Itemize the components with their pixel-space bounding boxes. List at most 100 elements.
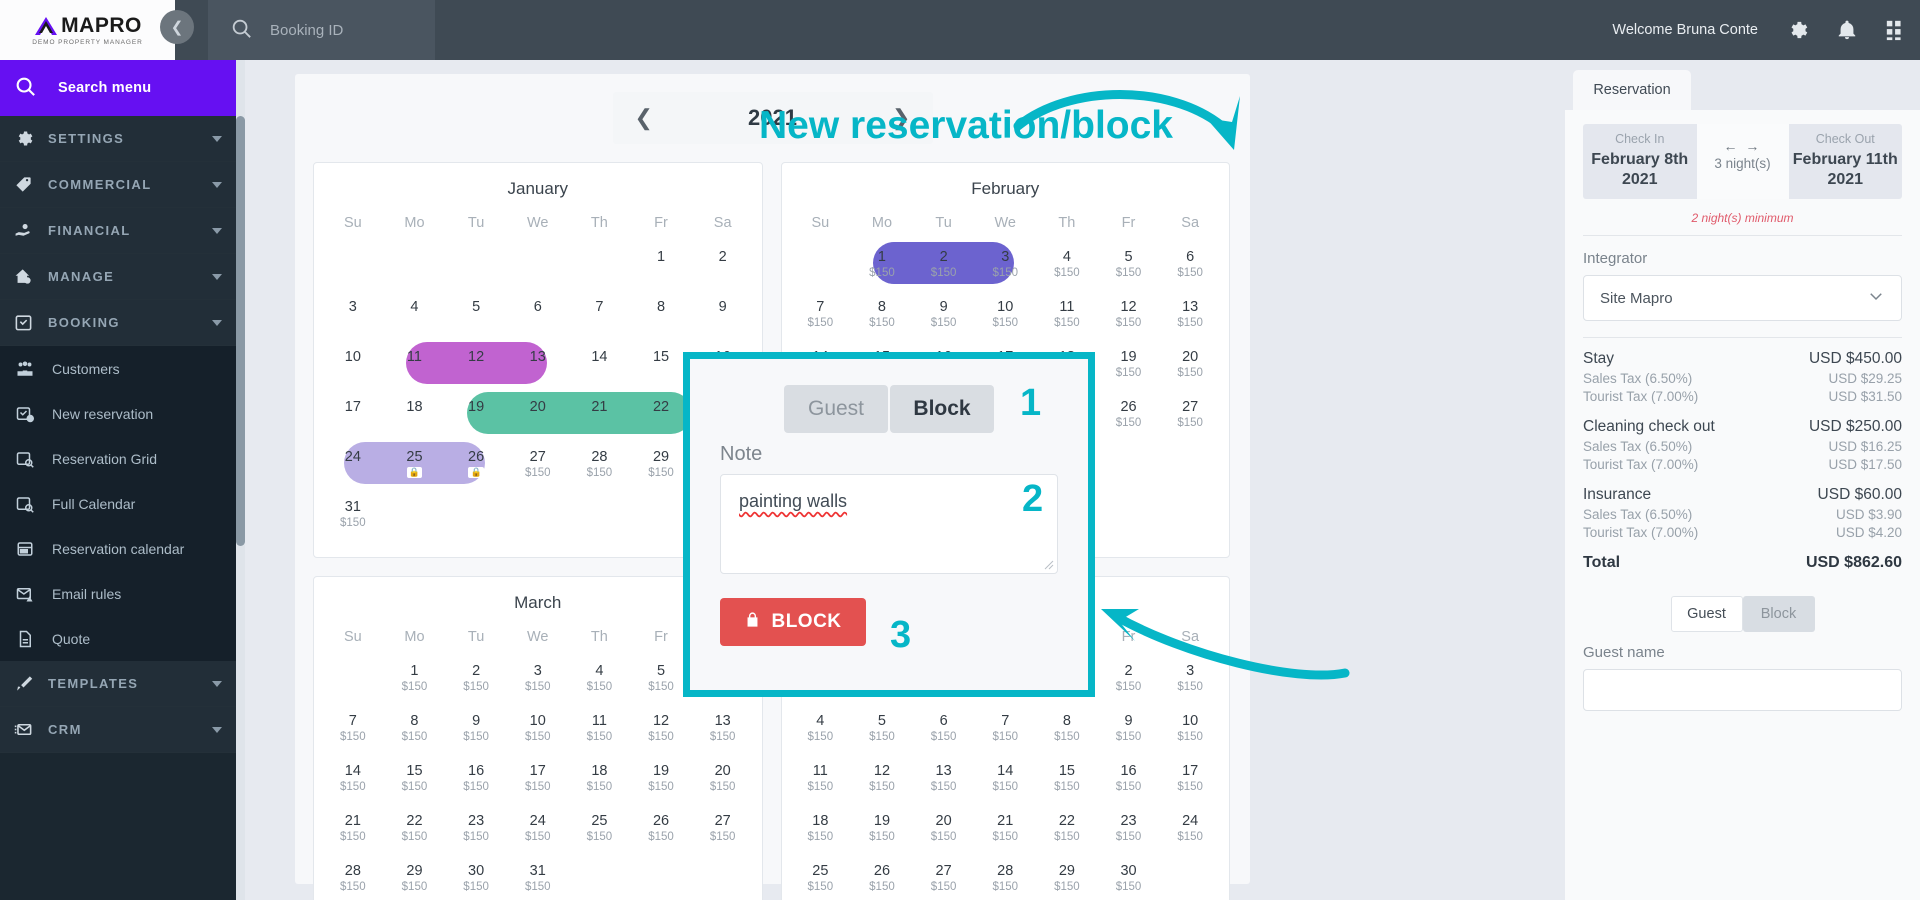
day-cell-april-7[interactable]: 7 $150 bbox=[974, 709, 1036, 759]
sidebar-item-booking[interactable]: BOOKING bbox=[0, 300, 236, 346]
day-cell-february-8[interactable]: 8 $150 bbox=[851, 295, 913, 345]
day-cell-january-3[interactable]: 3 bbox=[322, 295, 384, 345]
day-cell-april-30[interactable]: 30 $150 bbox=[1098, 859, 1160, 900]
day-cell-february-26[interactable]: 26 $150 bbox=[1098, 395, 1160, 445]
day-cell-february-27[interactable]: 27 $150 bbox=[1159, 395, 1221, 445]
day-cell-march-2[interactable]: 2 $150 bbox=[445, 659, 507, 709]
next-year-button[interactable]: ❯ bbox=[892, 105, 911, 130]
day-cell-april-17[interactable]: 17 $150 bbox=[1159, 759, 1221, 809]
day-cell-february-11[interactable]: 11 $150 bbox=[1036, 295, 1098, 345]
day-cell-march-26[interactable]: 26 $150 bbox=[630, 809, 692, 859]
day-cell-march-4[interactable]: 4 $150 bbox=[569, 659, 631, 709]
day-cell-january-6[interactable]: 6 bbox=[507, 295, 569, 345]
day-cell-march-25[interactable]: 25 $150 bbox=[569, 809, 631, 859]
sidebar-item-settings[interactable]: SETTINGS bbox=[0, 116, 236, 162]
day-cell-april-12[interactable]: 12 $150 bbox=[851, 759, 913, 809]
day-cell-january-31[interactable]: 31 $150 bbox=[322, 495, 384, 545]
day-cell-april-22[interactable]: 22 $150 bbox=[1036, 809, 1098, 859]
day-cell-january-19[interactable]: 19 bbox=[445, 395, 507, 445]
day-cell-march-5[interactable]: 5 $150 bbox=[630, 659, 692, 709]
modal-block-tab[interactable]: Block bbox=[890, 385, 994, 433]
search-input[interactable] bbox=[270, 21, 410, 39]
day-cell-january-25[interactable]: 25 🔒 bbox=[384, 445, 446, 495]
day-cell-march-23[interactable]: 23 $150 bbox=[445, 809, 507, 859]
day-cell-january-29[interactable]: 29 $150 bbox=[630, 445, 692, 495]
day-cell-april-11[interactable]: 11 $150 bbox=[790, 759, 852, 809]
day-cell-march-10[interactable]: 10 $150 bbox=[507, 709, 569, 759]
day-cell-january-18[interactable]: 18 bbox=[384, 395, 446, 445]
day-cell-march-15[interactable]: 15 $150 bbox=[384, 759, 446, 809]
day-cell-february-13[interactable]: 13 $150 bbox=[1159, 295, 1221, 345]
day-cell-february-2[interactable]: 2 $150 bbox=[913, 245, 975, 295]
day-cell-april-26[interactable]: 26 $150 bbox=[851, 859, 913, 900]
day-cell-march-13[interactable]: 13 $150 bbox=[692, 709, 754, 759]
day-cell-april-13[interactable]: 13 $150 bbox=[913, 759, 975, 809]
day-cell-april-21[interactable]: 21 $150 bbox=[974, 809, 1036, 859]
day-cell-april-16[interactable]: 16 $150 bbox=[1098, 759, 1160, 809]
day-cell-march-24[interactable]: 24 $150 bbox=[507, 809, 569, 859]
resize-grip-icon[interactable] bbox=[1044, 560, 1054, 570]
day-cell-april-10[interactable]: 10 $150 bbox=[1159, 709, 1221, 759]
day-cell-february-6[interactable]: 6 $150 bbox=[1159, 245, 1221, 295]
prev-year-button[interactable]: ❮ bbox=[634, 105, 653, 130]
sidebar-collapse-button[interactable]: ❮ bbox=[160, 10, 194, 44]
sidebar-item-reservation-calendar[interactable]: Reservation calendar bbox=[0, 526, 236, 571]
day-cell-january-27[interactable]: 27 $150 bbox=[507, 445, 569, 495]
day-cell-march-14[interactable]: 14 $150 bbox=[322, 759, 384, 809]
day-cell-january-1[interactable]: 1 bbox=[630, 245, 692, 295]
sidebar-item-quote[interactable]: Quote bbox=[0, 616, 236, 661]
day-cell-january-12[interactable]: 12 bbox=[445, 345, 507, 395]
day-cell-january-15[interactable]: 15 bbox=[630, 345, 692, 395]
day-cell-march-30[interactable]: 30 $150 bbox=[445, 859, 507, 900]
day-cell-january-7[interactable]: 7 bbox=[569, 295, 631, 345]
day-cell-april-20[interactable]: 20 $150 bbox=[913, 809, 975, 859]
day-cell-january-5[interactable]: 5 bbox=[445, 295, 507, 345]
day-cell-january-26[interactable]: 26 🔒 bbox=[445, 445, 507, 495]
sidebar-item-templates[interactable]: TEMPLATES bbox=[0, 661, 236, 707]
day-cell-january-8[interactable]: 8 bbox=[630, 295, 692, 345]
day-cell-february-20[interactable]: 20 $150 bbox=[1159, 345, 1221, 395]
sidebar-item-email-rules[interactable]: Email rules bbox=[0, 571, 236, 616]
day-cell-march-31[interactable]: 31 $150 bbox=[507, 859, 569, 900]
grid-icon[interactable] bbox=[1886, 19, 1906, 41]
day-cell-january-2[interactable]: 2 bbox=[692, 245, 754, 295]
sidebar-item-crm[interactable]: CRM bbox=[0, 707, 236, 753]
check-in-cell[interactable]: Check In February 8th 2021 bbox=[1583, 124, 1697, 200]
sidebar-item-customers[interactable]: Customers bbox=[0, 346, 236, 391]
reservation-bar-blue[interactable] bbox=[873, 242, 1015, 284]
reservation-bar-green[interactable] bbox=[467, 392, 692, 434]
sidebar-search-menu[interactable]: Search menu bbox=[0, 60, 236, 116]
day-cell-april-18[interactable]: 18 $150 bbox=[790, 809, 852, 859]
day-cell-february-5[interactable]: 5 $150 bbox=[1098, 245, 1160, 295]
day-cell-march-16[interactable]: 16 $150 bbox=[445, 759, 507, 809]
day-cell-january-9[interactable]: 9 bbox=[692, 295, 754, 345]
block-submit-button[interactable]: BLOCK bbox=[720, 598, 866, 646]
modal-guest-tab[interactable]: Guest bbox=[784, 385, 888, 433]
day-cell-march-8[interactable]: 8 $150 bbox=[384, 709, 446, 759]
day-cell-march-19[interactable]: 19 $150 bbox=[630, 759, 692, 809]
sidebar-item-manage[interactable]: MANAGE bbox=[0, 254, 236, 300]
day-cell-april-28[interactable]: 28 $150 bbox=[974, 859, 1036, 900]
day-cell-april-15[interactable]: 15 $150 bbox=[1036, 759, 1098, 809]
day-cell-april-27[interactable]: 27 $150 bbox=[913, 859, 975, 900]
day-cell-april-3[interactable]: 3 $150 bbox=[1159, 659, 1221, 709]
sidebar-scrollbar-thumb[interactable] bbox=[236, 116, 245, 546]
app-logo[interactable]: MAPRO DEMO PROPERTY MANAGER bbox=[0, 0, 175, 60]
day-cell-march-17[interactable]: 17 $150 bbox=[507, 759, 569, 809]
day-cell-march-12[interactable]: 12 $150 bbox=[630, 709, 692, 759]
day-cell-january-11[interactable]: 11 bbox=[384, 345, 446, 395]
day-cell-april-9[interactable]: 9 $150 bbox=[1098, 709, 1160, 759]
day-cell-january-24[interactable]: 24 bbox=[322, 445, 384, 495]
day-cell-january-4[interactable]: 4 bbox=[384, 295, 446, 345]
panel-guest-tab[interactable]: Guest bbox=[1670, 596, 1743, 633]
day-cell-march-22[interactable]: 22 $150 bbox=[384, 809, 446, 859]
day-cell-january-10[interactable]: 10 bbox=[322, 345, 384, 395]
day-cell-january-13[interactable]: 13 bbox=[507, 345, 569, 395]
bell-icon[interactable] bbox=[1836, 19, 1858, 41]
day-cell-march-28[interactable]: 28 $150 bbox=[322, 859, 384, 900]
day-cell-march-27[interactable]: 27 $150 bbox=[692, 809, 754, 859]
day-cell-april-23[interactable]: 23 $150 bbox=[1098, 809, 1160, 859]
day-cell-march-11[interactable]: 11 $150 bbox=[569, 709, 631, 759]
day-cell-march-9[interactable]: 9 $150 bbox=[445, 709, 507, 759]
day-cell-february-3[interactable]: 3 $150 bbox=[974, 245, 1036, 295]
